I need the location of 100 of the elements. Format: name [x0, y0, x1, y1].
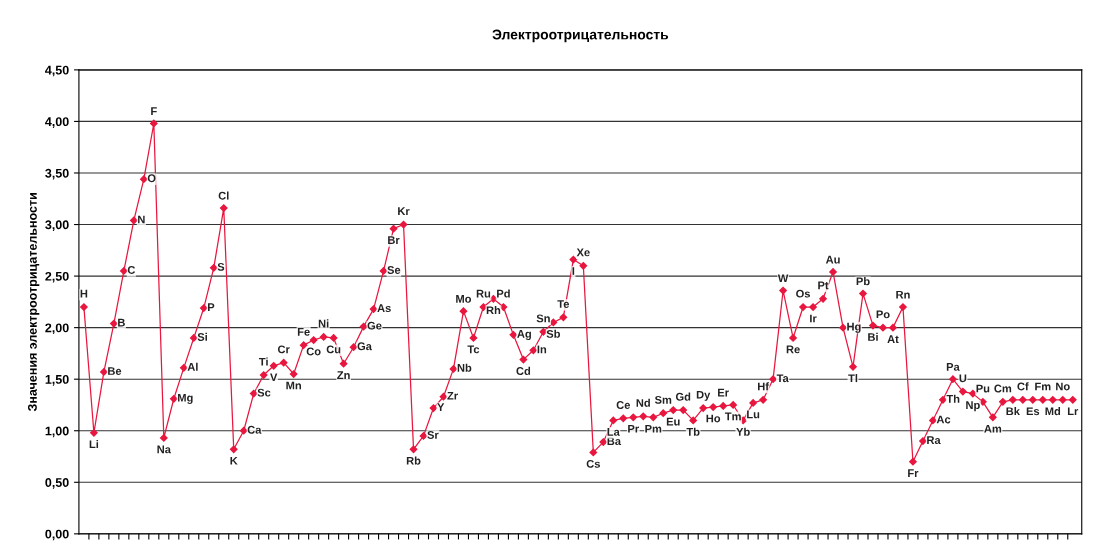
data-label: Al — [187, 362, 198, 371]
data-label: Fe — [297, 328, 310, 336]
data-label: N — [138, 215, 145, 224]
data-label: Np — [966, 401, 980, 412]
data-label: Tm — [724, 412, 741, 421]
data-label: Nd — [636, 398, 650, 407]
data-label: Bi — [868, 332, 878, 341]
data-label: Mn — [286, 381, 301, 390]
data-label: Es — [1026, 407, 1040, 416]
y-tick-label: 4,00 — [45, 117, 69, 128]
data-label: Zn — [337, 371, 350, 379]
data-label: Lr — [1067, 407, 1079, 416]
data-label: Nb — [457, 363, 472, 372]
data-label: Rb — [406, 456, 421, 465]
data-label: Fr — [908, 469, 919, 477]
y-tick-label: 2,50 — [45, 271, 69, 283]
data-label: Sm — [654, 395, 672, 404]
data-label: Mo — [456, 295, 472, 303]
y-axis-title: Значения электроотрицательности — [27, 193, 40, 412]
data-label: Co — [306, 347, 321, 356]
data-label: Po — [876, 310, 890, 319]
data-label: Pa — [946, 363, 960, 371]
data-label: Ti — [258, 357, 268, 366]
data-label: Hf — [758, 382, 769, 391]
data-label: In — [537, 345, 547, 354]
data-label: Hg — [847, 322, 861, 333]
data-label: Ta — [776, 374, 789, 383]
data-label: Fm — [1035, 382, 1051, 391]
data-label: Md — [1045, 407, 1061, 416]
data-label: Sb — [546, 329, 561, 338]
data-label: Cd — [516, 366, 531, 375]
data-label: Zr — [447, 391, 458, 400]
data-label: O — [147, 174, 156, 183]
data-label: Th — [946, 394, 960, 403]
data-label: Si — [197, 332, 207, 341]
data-label: Sn — [536, 314, 550, 323]
data-label: Ni — [318, 319, 329, 328]
chart-title: Электроотрицательность — [492, 29, 669, 43]
data-label: Sc — [257, 388, 271, 397]
data-label: La — [607, 428, 620, 436]
data-label: Lu — [747, 410, 760, 419]
data-label: C — [127, 266, 136, 274]
data-label: Ce — [616, 401, 631, 409]
data-label: At — [887, 335, 899, 343]
data-label: Cr — [277, 345, 290, 354]
data-label: Tb — [686, 427, 700, 436]
data-label: Mg — [178, 393, 193, 404]
data-label: Ga — [357, 342, 372, 351]
data-label: Pt — [818, 281, 829, 290]
data-label: Tl — [848, 374, 858, 383]
data-label: K — [230, 456, 238, 465]
data-label: V — [270, 373, 278, 382]
data-label: Yb — [736, 427, 750, 436]
y-tick-label: 3,00 — [45, 220, 69, 231]
data-label: H — [80, 289, 88, 298]
data-label: S — [217, 262, 225, 271]
data-label: Ge — [367, 321, 382, 330]
data-label: Pb — [856, 277, 870, 286]
y-tick-label: 4,50 — [45, 65, 69, 77]
data-label: Rn — [896, 290, 910, 299]
data-label: Ag — [517, 330, 531, 341]
data-label: Kr — [398, 207, 410, 216]
data-label: Gd — [675, 392, 691, 401]
data-label: Be — [108, 367, 122, 375]
data-label: Dy — [696, 390, 711, 401]
data-label: W — [777, 274, 789, 283]
data-label: Au — [825, 255, 840, 264]
data-label: Ho — [706, 414, 721, 423]
data-label: Bk — [1006, 407, 1020, 416]
data-label: Cu — [326, 345, 341, 354]
data-label: U — [959, 374, 967, 383]
data-label: Pd — [497, 289, 510, 298]
data-label: Ra — [927, 436, 941, 445]
data-label: B — [118, 318, 125, 327]
data-label: F — [151, 107, 157, 115]
data-label: Pm — [645, 424, 662, 433]
data-label: Br — [388, 236, 400, 244]
data-label: Cl — [218, 191, 229, 200]
data-label: Rh — [486, 305, 501, 315]
data-label: Li — [89, 440, 99, 449]
y-tick-label: 1,50 — [45, 374, 69, 386]
data-label: Cs — [586, 459, 600, 468]
data-label: Eu — [666, 417, 680, 426]
y-tick-label: 0,50 — [45, 478, 69, 489]
data-label: Te — [557, 300, 570, 308]
data-label: Xe — [576, 248, 590, 257]
y-tick-label: 1,00 — [45, 426, 69, 438]
data-label: Pu — [976, 384, 990, 393]
data-label: I — [572, 267, 575, 275]
data-label: Ba — [607, 437, 622, 446]
y-tick-label: 2,00 — [45, 323, 69, 335]
data-label: Y — [437, 403, 445, 411]
data-label: Ru — [476, 289, 491, 298]
data-label: Cm — [994, 384, 1012, 393]
y-tick-label: 3,50 — [45, 168, 69, 180]
data-label: Ir — [810, 314, 817, 323]
data-label: P — [208, 303, 215, 311]
data-label: Tc — [467, 345, 480, 354]
data-label: Er — [718, 388, 729, 397]
data-label: Cf — [1017, 382, 1029, 391]
